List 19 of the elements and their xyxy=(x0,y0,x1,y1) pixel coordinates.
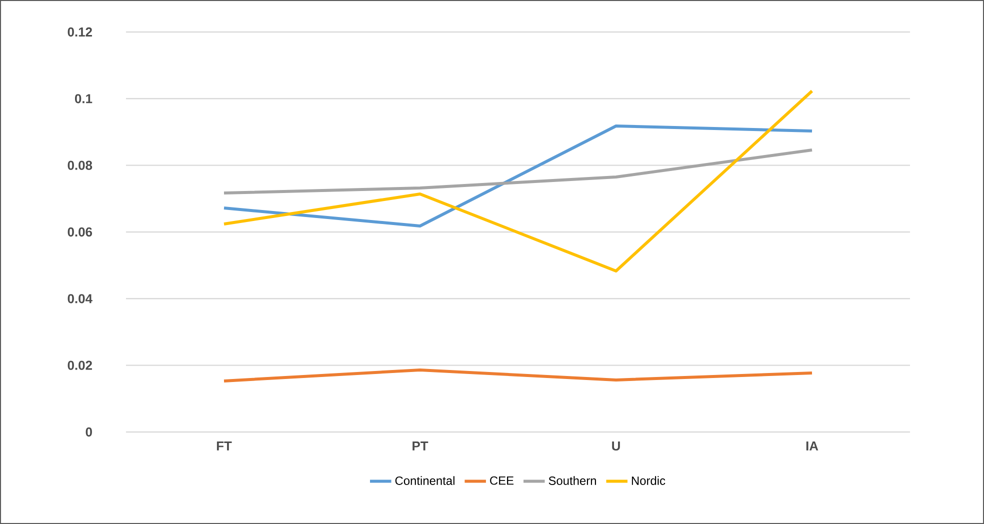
line-series xyxy=(222,124,814,228)
line-series xyxy=(222,368,814,382)
y-tick-label: 0.12 xyxy=(68,27,92,37)
y-tick-label: 0.06 xyxy=(68,227,92,237)
y-tick-label: 0 xyxy=(86,427,92,437)
legend-label: Southern xyxy=(548,476,596,485)
x-tick-label: U xyxy=(612,442,620,451)
y-tick-label: 0.04 xyxy=(68,294,92,304)
y-tick-label: 0.1 xyxy=(75,94,92,104)
legend-label: Nordic xyxy=(632,476,666,485)
line-series xyxy=(222,148,814,194)
line-series xyxy=(222,89,814,272)
legend-label: Continental xyxy=(395,476,454,485)
y-tick-label: 0.08 xyxy=(68,160,92,170)
y-tick-label: 0.02 xyxy=(68,360,92,370)
x-tick-label: IA xyxy=(806,442,818,450)
legend-label: CEE xyxy=(490,476,514,485)
x-tick-label: PT xyxy=(412,442,428,450)
x-tick-label: FT xyxy=(216,442,232,450)
